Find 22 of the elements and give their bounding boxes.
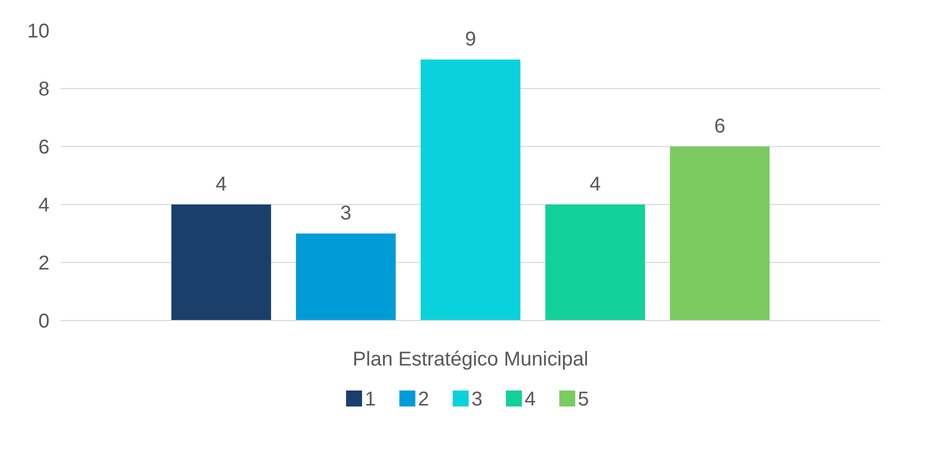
y-tick-label: 0 — [38, 310, 50, 332]
bar — [545, 204, 645, 320]
data-label: 3 — [340, 202, 352, 224]
bar — [296, 234, 396, 320]
bar — [420, 60, 520, 320]
legend-label: 2 — [418, 388, 430, 410]
data-label: 4 — [590, 174, 601, 196]
data-label: 6 — [714, 116, 726, 138]
legend-label: 3 — [471, 388, 482, 410]
y-tick-label: 6 — [38, 136, 50, 158]
x-tick-label: Plan Estratégico Municipal — [352, 348, 588, 370]
legend-label: 5 — [578, 388, 590, 410]
legend-label: 4 — [524, 388, 536, 410]
legend-label: 1 — [364, 388, 376, 410]
y-tick-label: 8 — [38, 78, 50, 100]
data-label: 4 — [216, 174, 227, 196]
data-label: 9 — [464, 28, 476, 50]
y-tick-label: 4 — [38, 194, 50, 216]
y-tick-label: 10 — [27, 20, 50, 42]
y-tick-label: 2 — [38, 252, 50, 274]
bar — [670, 146, 770, 320]
bar — [171, 204, 272, 320]
